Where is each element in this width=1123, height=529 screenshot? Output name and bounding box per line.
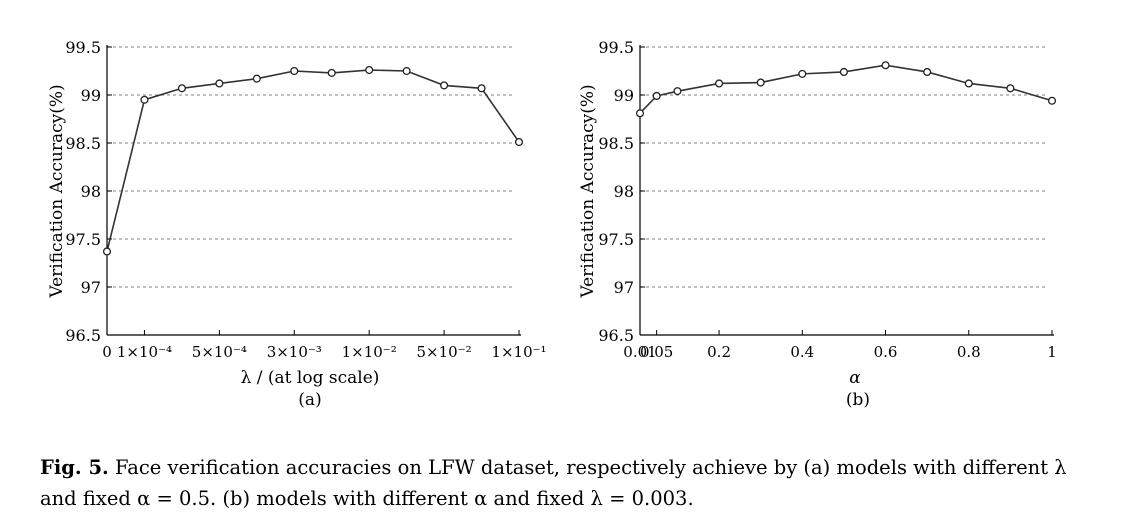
x-tick-label: 3×10⁻³ [267, 343, 322, 361]
x-tick-label: 1 [1047, 343, 1057, 361]
y-axis-label: Verification Accuracy(%) [47, 84, 67, 298]
x-tick-label: 0.05 [640, 343, 673, 361]
caption-text: Face verification accuracies on LFW data… [40, 456, 1067, 510]
data-point [514, 137, 524, 147]
data-point [1006, 84, 1015, 93]
y-tick-label: 97.5 [65, 230, 101, 249]
series-line [106, 69, 520, 252]
x-tick-label: 1×10⁻⁴ [117, 343, 172, 361]
x-axis-label: α [849, 368, 861, 388]
data-point [798, 69, 807, 78]
data-point [923, 67, 932, 77]
data-point [140, 95, 149, 104]
y-tick-label: 99 [81, 86, 101, 105]
x-tick-label: 0.6 [874, 343, 898, 361]
caption-label: Fig. 5. [40, 456, 109, 479]
x-tick-label: 0.01 [623, 343, 656, 361]
y-tick-label: 96.5 [598, 326, 634, 345]
data-point [402, 66, 411, 76]
y-tick-label: 99.5 [598, 38, 634, 57]
data-point [477, 84, 486, 93]
data-point [365, 65, 374, 75]
data-point [839, 67, 848, 77]
data-point [673, 87, 682, 96]
y-tick-label: 98.5 [598, 134, 634, 153]
data-point [715, 79, 724, 88]
data-point [1047, 96, 1057, 105]
x-tick-label: 1×10⁻² [342, 343, 397, 361]
panel-label: (a) [298, 390, 321, 410]
data-point [440, 81, 449, 90]
data-point [290, 66, 299, 76]
y-tick-label: 98 [614, 182, 634, 201]
y-tick-label: 98 [81, 182, 101, 201]
x-tick-label: 1×10⁻¹ [491, 343, 546, 361]
x-tick-label: 5×10⁻² [417, 343, 472, 361]
y-tick-label: 96.5 [65, 326, 101, 345]
panel-label: (b) [846, 390, 870, 410]
y-tick-label: 99.5 [65, 38, 101, 57]
y-tick-label: 97 [614, 278, 634, 297]
data-point [652, 91, 661, 101]
x-axis-label: λ / (at log scale) [241, 368, 380, 388]
x-tick-label: 0 [102, 343, 112, 361]
chart-panel-a: 99.5 99 98.5 98 97.5 97 96.50 1×10⁻⁴ 5×10⁻⁴ 3×10⁻… [47, 38, 547, 410]
x-tick-label: 0.8 [957, 343, 981, 361]
data-point [327, 68, 336, 77]
y-tick-label: 99 [614, 86, 634, 105]
chart-panel-b: 99.5 99 98.5 98 97.5 97 96.50.010.05 0.2 0.4 0.6 0… [578, 38, 1057, 410]
y-tick-label: 97.5 [598, 230, 634, 249]
data-point [635, 109, 645, 118]
data-point [252, 74, 261, 83]
x-tick-label: 0.2 [707, 343, 731, 361]
data-point [102, 247, 112, 256]
x-tick-label: 0.4 [790, 343, 814, 361]
data-point [756, 78, 765, 87]
y-axis-label: Verification Accuracy(%) [578, 84, 598, 298]
data-point [964, 79, 973, 88]
x-tick-label: 5×10⁻⁴ [192, 343, 247, 361]
data-point [215, 79, 224, 88]
y-tick-label: 98.5 [65, 134, 101, 153]
data-point [881, 61, 890, 70]
y-tick-label: 97 [81, 278, 101, 297]
figure-caption: Fig. 5. Face verification accuracies on … [40, 452, 1090, 514]
data-point [177, 84, 186, 93]
